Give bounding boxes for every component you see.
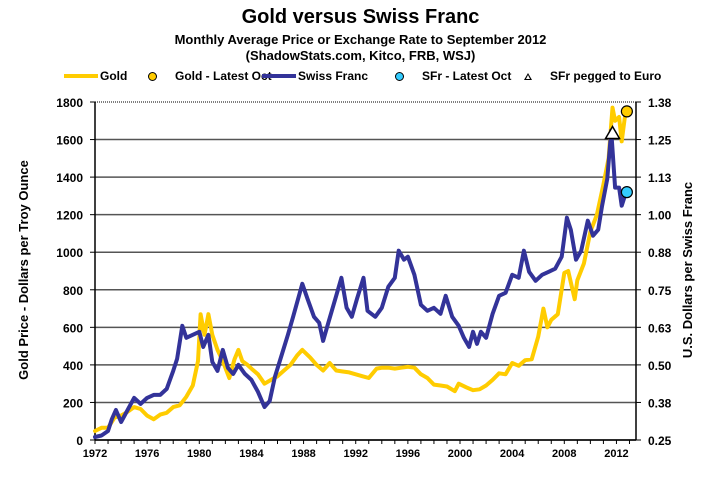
y2-tick-label: 0.50 xyxy=(648,359,672,373)
legend-sfr-dot-icon xyxy=(395,71,404,81)
legend-triangle-icon xyxy=(524,72,532,80)
x-tick-label: 1980 xyxy=(187,448,211,460)
x-tick-label: 2012 xyxy=(604,448,628,460)
y-tick-label: 1800 xyxy=(56,96,83,110)
gold-latest-oct-marker xyxy=(620,105,633,118)
legend-label: SFr pegged to Euro xyxy=(550,69,662,83)
y-tick-label: 200 xyxy=(63,396,83,410)
y2-tick-label: 0.63 xyxy=(648,321,672,335)
x-tick-label: 2004 xyxy=(500,448,525,460)
y2-tick-label: 0.75 xyxy=(648,284,672,298)
axes xyxy=(90,101,641,444)
tick-labels: 0 0.25 200 0.38 400 0.50 600 0.63 800 0.75 1000 0.8… xyxy=(56,96,671,460)
y-tick-label: 800 xyxy=(63,284,83,298)
legend-item-sfr-pegged: SFr pegged to Euro xyxy=(524,69,661,83)
y2-tick-label: 0.38 xyxy=(648,396,672,410)
y2-tick-label: 0.88 xyxy=(648,246,672,260)
legend-gold-line-icon xyxy=(64,74,98,78)
series-lines xyxy=(93,105,628,439)
y-tick-label: 0 xyxy=(76,434,83,448)
legend: Gold Gold - Latest Oct Swiss Franc SFr -… xyxy=(0,69,721,85)
x-tick-label: 1984 xyxy=(239,448,264,460)
legend-franc-line-icon xyxy=(262,74,296,78)
legend-label: Gold - Latest Oct xyxy=(175,69,272,83)
legend-item-swiss-franc: Swiss Franc xyxy=(262,69,368,83)
y-tick-label: 600 xyxy=(63,321,83,335)
legend-label: Gold xyxy=(100,69,128,83)
sfr-pegged-triangle-marker xyxy=(604,125,621,140)
markers xyxy=(604,105,633,199)
legend-label: Swiss Franc xyxy=(298,69,369,83)
y-axis-title: Gold Price - Dollars per Troy Ounce xyxy=(16,160,31,380)
series-swiss-franc-line xyxy=(93,128,628,439)
y2-axis-title: U.S. Dollars per Swiss Franc xyxy=(680,182,695,358)
chart-subtitle: Monthly Average Price or Exchange Rate t… xyxy=(174,32,547,47)
x-tick-label: 1972 xyxy=(83,448,107,460)
legend-item-sfr-latest: SFr - Latest Oct xyxy=(395,69,511,83)
series-gold-line xyxy=(93,105,628,433)
x-tick-label: 1996 xyxy=(396,448,420,460)
chart-source: (ShadowStats.com, Kitco, FRB, WSJ) xyxy=(245,48,476,63)
x-tick-label: 1976 xyxy=(135,448,159,460)
legend-label: SFr - Latest Oct xyxy=(422,69,512,83)
chart-title: Gold versus Swiss Franc xyxy=(241,6,480,28)
x-tick-label: 2000 xyxy=(448,448,472,460)
y-tick-label: 1600 xyxy=(56,134,83,148)
y-tick-label: 1200 xyxy=(56,209,83,223)
y2-tick-label: 1.00 xyxy=(648,209,672,223)
y2-tick-label: 1.13 xyxy=(648,171,672,185)
legend-gold-dot-icon xyxy=(148,71,157,81)
legend-item-gold: Gold xyxy=(64,69,127,83)
x-tick-label: 2008 xyxy=(552,448,576,460)
y2-tick-label: 0.25 xyxy=(648,434,672,448)
x-tick-label: 1992 xyxy=(343,448,367,460)
y-tick-label: 400 xyxy=(63,359,83,373)
y2-tick-label: 1.38 xyxy=(648,96,672,110)
y-tick-label: 1400 xyxy=(56,171,83,185)
legend-item-gold-latest: Gold - Latest Oct xyxy=(148,69,272,83)
y-tick-label: 1000 xyxy=(56,246,83,260)
x-tick-label: 1988 xyxy=(291,448,315,460)
sfr-latest-oct-marker xyxy=(620,186,633,199)
y2-tick-label: 1.25 xyxy=(648,134,672,148)
